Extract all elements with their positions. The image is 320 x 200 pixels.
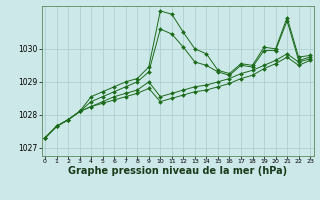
X-axis label: Graphe pression niveau de la mer (hPa): Graphe pression niveau de la mer (hPa) — [68, 166, 287, 176]
